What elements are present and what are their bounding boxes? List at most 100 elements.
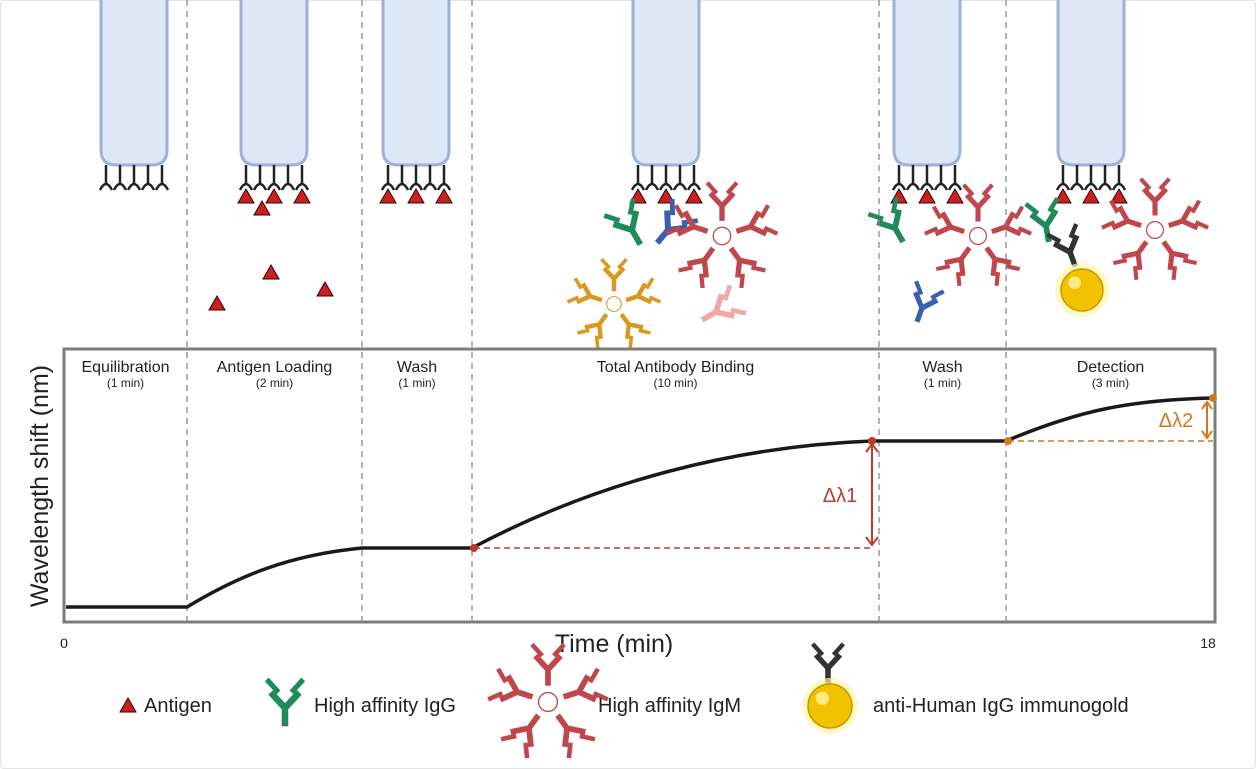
igm-arm bbox=[962, 183, 994, 222]
igm-arm bbox=[562, 667, 609, 703]
legend-igg-icon bbox=[264, 677, 306, 727]
antibody-light-chain bbox=[678, 265, 705, 289]
legend: Antigen High affinity IgG High affinity … bbox=[119, 642, 1129, 759]
legend-antigen-label: Antigen bbox=[144, 695, 212, 717]
y-axis-title: Wavelength shift (nm) bbox=[26, 365, 54, 607]
igg-antibody-green bbox=[1024, 197, 1060, 243]
igm-subunit bbox=[625, 277, 662, 305]
capture-ligand bbox=[933, 165, 949, 191]
antibody-heavy-chain bbox=[686, 246, 716, 278]
antibody-light-chain bbox=[487, 667, 508, 702]
legend-immunogold-label: anti-Human IgG immunogold bbox=[873, 695, 1129, 717]
igm-subunit bbox=[577, 312, 609, 348]
biosensor-probe-4 bbox=[629, 0, 703, 204]
delta-lambda-2-label: Δλ2 bbox=[1159, 410, 1193, 432]
delta-lambda-1-label: Δλ1 bbox=[823, 485, 857, 507]
capture-ligand bbox=[238, 165, 254, 191]
antibody-heavy-chain bbox=[1029, 208, 1059, 243]
antibody-light-chain bbox=[530, 642, 566, 658]
x-tick-18: 18 bbox=[1200, 635, 1216, 651]
capture-ligand bbox=[1069, 165, 1085, 191]
igm-subunit bbox=[1139, 177, 1171, 216]
antibody-light-chain bbox=[914, 280, 945, 300]
delta-lambda-1-end-dot bbox=[868, 437, 876, 445]
antibody-light-chain bbox=[600, 257, 628, 270]
antigen-icon bbox=[316, 280, 334, 297]
sensorgram-chart: Equilibration(1 min)Antigen Loading(2 mi… bbox=[26, 0, 1217, 658]
antibody-heavy-chain bbox=[1052, 234, 1080, 268]
antibody-light-chain bbox=[759, 204, 779, 236]
igm-j-chain bbox=[606, 296, 622, 312]
igm-arm bbox=[1168, 199, 1209, 231]
igm-subunit bbox=[991, 205, 1032, 237]
phase-label-2: Antigen Loading bbox=[217, 359, 333, 376]
igm-antibody-orange bbox=[566, 257, 662, 348]
antibody-heavy-chain bbox=[584, 312, 609, 340]
igm-subunit bbox=[619, 312, 651, 348]
bound-antigen bbox=[946, 187, 964, 204]
capture-ligand bbox=[658, 165, 674, 191]
x-tick-0: 0 bbox=[60, 635, 68, 651]
phase-label-4: Total Antibody Binding bbox=[597, 359, 754, 376]
igm-arm bbox=[924, 205, 965, 237]
legend-anti-igg-icon bbox=[810, 642, 846, 684]
antibody-light-chain bbox=[500, 733, 530, 759]
igm-arm bbox=[619, 312, 651, 348]
phase-labels: Equilibration(1 min)Antigen Loading(2 mi… bbox=[81, 359, 1144, 390]
phase-duration-3: (1 min) bbox=[398, 376, 435, 390]
capture-ligand bbox=[140, 165, 156, 191]
capture-ligand bbox=[947, 165, 963, 191]
antibody-heavy-chain bbox=[913, 291, 939, 323]
phase-label-1: Equilibration bbox=[81, 359, 169, 376]
antibody-heavy-chain bbox=[944, 246, 972, 277]
antibody-light-chain bbox=[1101, 199, 1120, 230]
bound-antigen bbox=[237, 187, 255, 204]
antibody-heavy-chain bbox=[555, 713, 586, 748]
antibody-heavy-chain bbox=[1121, 240, 1149, 271]
probe-tip bbox=[239, 0, 309, 167]
igm-j-chain bbox=[537, 691, 559, 713]
igm-arm bbox=[991, 205, 1032, 237]
antibody-light-chain bbox=[1112, 258, 1139, 281]
antibody-light-chain bbox=[962, 183, 994, 197]
antibody-heavy-chain bbox=[1161, 240, 1189, 271]
antigen-icon bbox=[262, 263, 280, 280]
probe-tip bbox=[381, 0, 451, 167]
antibody-light-chain bbox=[994, 264, 1021, 287]
igm-arm bbox=[555, 713, 596, 759]
antibody-heavy-chain bbox=[510, 713, 541, 748]
gold-highlight bbox=[815, 691, 829, 705]
igm-arm bbox=[625, 277, 662, 305]
antibody-light-chain bbox=[1139, 177, 1171, 191]
bound-antigen bbox=[265, 187, 283, 204]
immunogold-particle bbox=[1055, 263, 1109, 317]
capture-ligand bbox=[280, 165, 296, 191]
plot-frame bbox=[62, 347, 1217, 624]
sensorgram-line bbox=[66, 396, 1214, 609]
igm-arm bbox=[500, 713, 541, 759]
antibody-heavy-chain bbox=[625, 282, 653, 305]
delta-lambda-2-start-dot bbox=[1004, 437, 1012, 445]
bound-antigen bbox=[435, 187, 453, 204]
antibody-heavy-chain bbox=[735, 210, 768, 237]
antibody-heavy-chain bbox=[498, 674, 534, 703]
igm-arm bbox=[566, 277, 603, 305]
igm-subunit bbox=[735, 204, 779, 237]
antibody-heavy-chain bbox=[612, 210, 643, 247]
antibody-heavy-chain bbox=[1168, 205, 1199, 231]
capture-ligand bbox=[1083, 165, 1099, 191]
igm-arm bbox=[984, 246, 1021, 287]
antibody-heavy-chain bbox=[1141, 187, 1169, 216]
gold-particle bbox=[1060, 268, 1104, 312]
igg-antibody-pink bbox=[700, 284, 747, 323]
capture-ligand bbox=[891, 165, 907, 191]
capture-ligand bbox=[1055, 165, 1071, 191]
igm-subunit bbox=[1101, 199, 1142, 231]
igm-j-chain bbox=[1145, 220, 1165, 240]
antibody-heavy-chain bbox=[964, 193, 992, 222]
igm-arm bbox=[678, 246, 716, 289]
igm-subunit bbox=[600, 257, 628, 292]
antigen-icon bbox=[253, 199, 271, 216]
bound-antigen bbox=[1110, 187, 1128, 204]
antibody-heavy-chain bbox=[619, 312, 644, 340]
